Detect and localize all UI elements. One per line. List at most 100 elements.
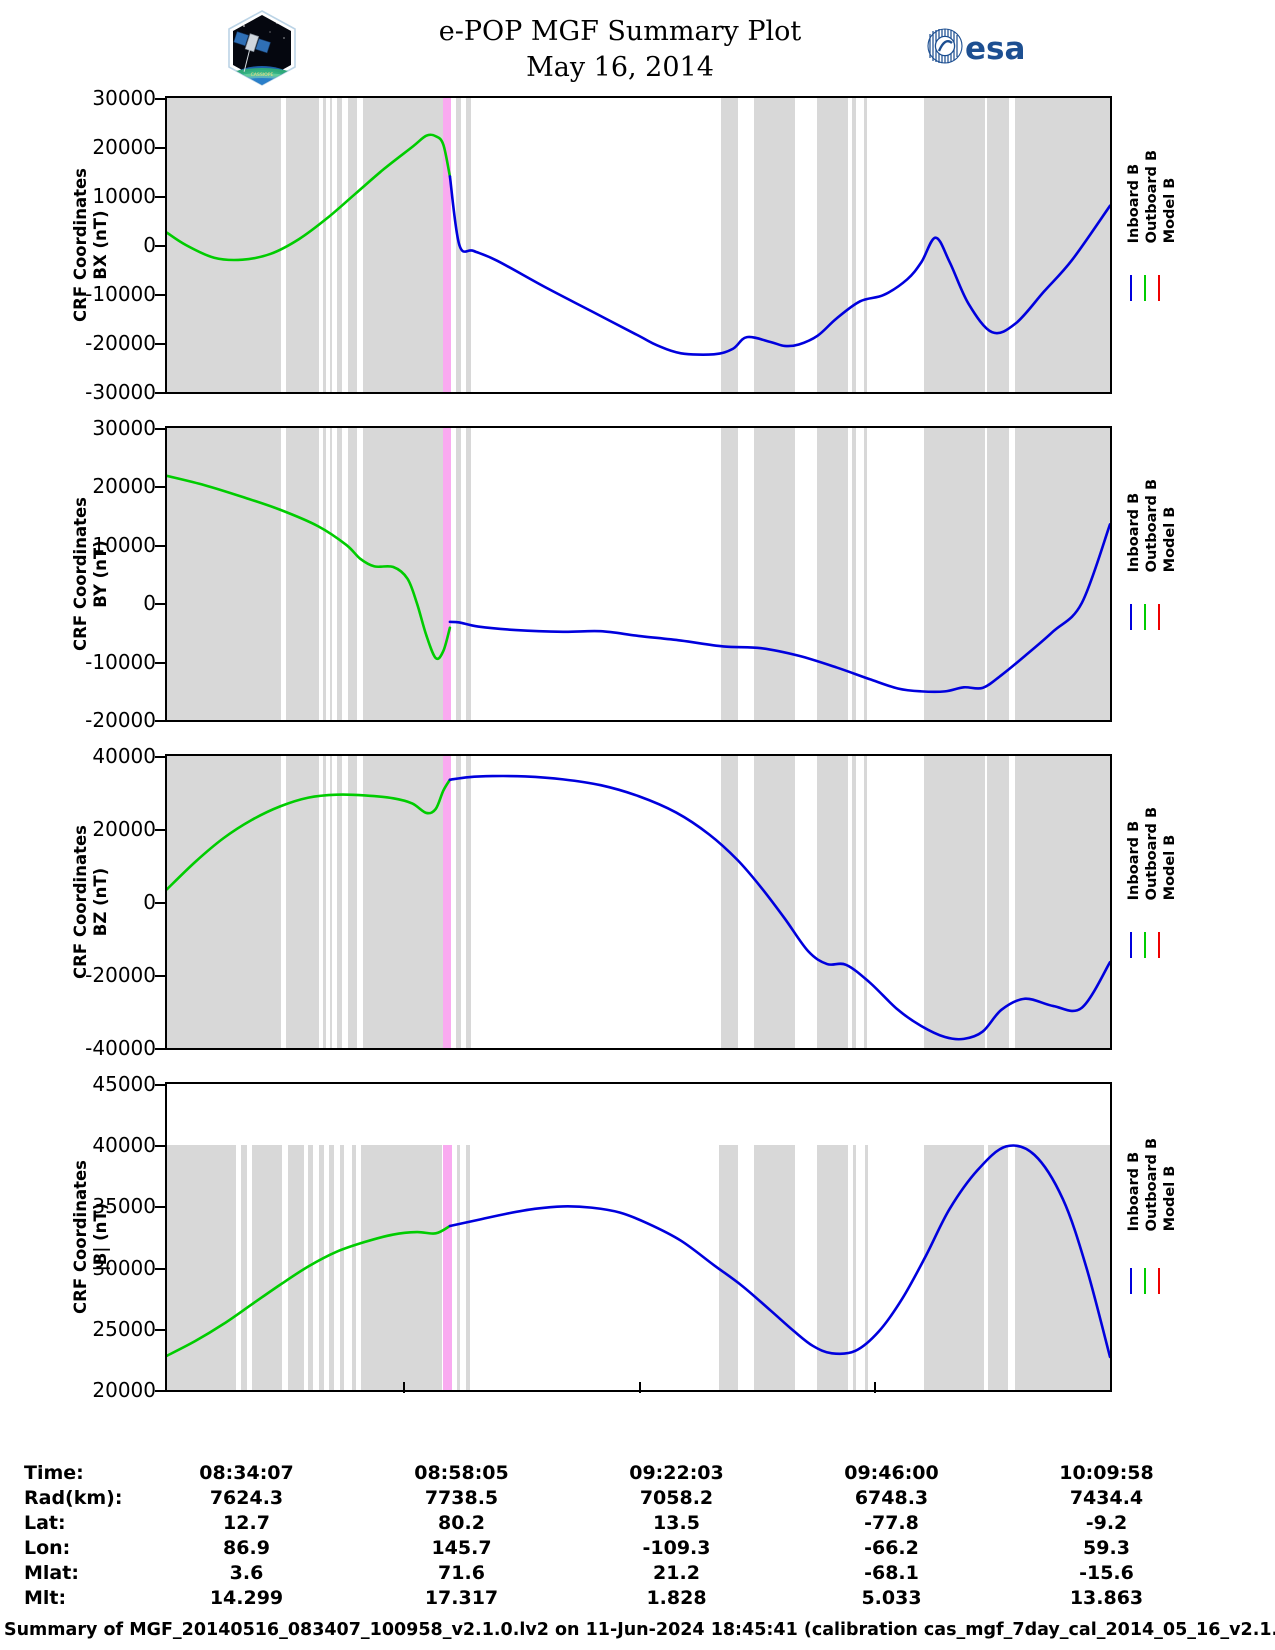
- esa-logo-icon: esa: [925, 24, 1045, 68]
- y-tick-mark: [155, 147, 165, 149]
- y-tick-label: 45000: [92, 1072, 156, 1096]
- shaded-band: [336, 756, 343, 1048]
- shaded-band: [465, 1145, 470, 1390]
- y-tick-label: 30000: [92, 416, 156, 440]
- y-tick-label: -30000: [85, 380, 156, 404]
- y-tick-label: -10000: [85, 649, 156, 674]
- row-value: -15.6: [1079, 1561, 1134, 1584]
- shaded-band: [720, 756, 738, 1048]
- legend-swatch-1: [1144, 603, 1146, 630]
- legend-swatch-0: [1130, 1267, 1132, 1294]
- legend-swatch-1: [1144, 931, 1146, 958]
- row-value: 145.7: [431, 1536, 492, 1559]
- shaded-band: [987, 756, 1010, 1048]
- y-tick-label: 25000: [92, 1316, 156, 1341]
- shaded-band: [363, 756, 444, 1048]
- row-value: -68.1: [864, 1561, 919, 1584]
- row-value: 6748.3: [854, 1486, 929, 1509]
- shaded-band: [863, 428, 867, 720]
- shaded-band: [323, 756, 326, 1048]
- shaded-band: [924, 98, 985, 392]
- y-tick-label: -40000: [85, 1036, 156, 1060]
- shaded-band: [924, 756, 985, 1048]
- y-tick-mark: [155, 343, 165, 345]
- plot-panel-3: 40000 20000 0 -20000 -40000 CRF Coordinates B…: [71, 744, 1178, 1060]
- row-value: 09:22:03: [629, 1461, 724, 1484]
- shaded-band: [287, 1145, 304, 1390]
- y-tick-mark: [155, 1145, 165, 1148]
- shaded-band: [361, 1145, 443, 1390]
- legend-label-2: Model B: [1162, 1165, 1178, 1232]
- shaded-band: [816, 756, 848, 1048]
- shaded-band: [348, 98, 358, 392]
- event-band: [443, 98, 451, 392]
- y-tick-label: 0: [143, 233, 156, 257]
- y-tick-mark: [155, 661, 165, 664]
- shaded-band: [348, 428, 358, 720]
- table-row: Lat: 12.7 80.2 13.5 -77.8 -9.2: [24, 1510, 1214, 1535]
- shaded-band: [1014, 98, 1110, 392]
- row-value: 80.2: [438, 1511, 485, 1534]
- shaded-band: [465, 98, 471, 392]
- shaded-band: [336, 428, 343, 720]
- row-value: -66.2: [864, 1536, 919, 1559]
- legend-label-1: Outboard B: [1144, 1137, 1160, 1232]
- y-tick-label: 20000: [92, 1378, 156, 1402]
- table-row: Time: 08:34:07 08:58:05 09:22:03 09:46:00 10:…: [24, 1460, 1214, 1485]
- row-value: 21.2: [653, 1561, 700, 1584]
- y-axis-title: CRF Coordinates BX (nT): [71, 168, 110, 322]
- row-value: 7058.2: [639, 1486, 714, 1509]
- row-value: 5.033: [861, 1586, 922, 1609]
- event-band: [443, 756, 451, 1048]
- legend-swatch-2: [1158, 1267, 1160, 1294]
- row-value: 59.3: [1083, 1536, 1130, 1559]
- legend-swatch-2: [1158, 931, 1160, 958]
- y-tick-mark: [155, 428, 165, 430]
- legend-label-1: Outboard B: [1144, 479, 1160, 573]
- y-tick-label: 35000: [92, 1194, 156, 1219]
- shaded-band: [753, 428, 796, 720]
- y-tick-mark: [155, 720, 165, 722]
- shaded-band: [987, 98, 1010, 392]
- row-label: Lon:: [24, 1536, 71, 1559]
- y-axis-title: CRF Coordinates |B| (nT): [71, 1160, 110, 1314]
- shaded-band: [924, 428, 985, 720]
- shaded-band: [329, 98, 333, 392]
- y-tick-label: 30000: [92, 86, 156, 110]
- shaded-band: [323, 428, 326, 720]
- legend-label-2: Model B: [1162, 177, 1178, 243]
- shaded-band: [753, 1145, 796, 1390]
- shaded-band: [863, 756, 867, 1048]
- y-tick-label: -20000: [85, 963, 156, 987]
- table-row: Mlt: 14.299 17.317 1.828 5.033 13.863: [24, 1585, 1214, 1610]
- y-tick-label: 10000: [92, 532, 156, 557]
- footer-summary-text: Summary of MGF_20140516_083407_100958_v2…: [4, 1620, 1275, 1640]
- y-tick-mark: [155, 1390, 165, 1392]
- shaded-band: [816, 98, 848, 392]
- shaded-band: [1014, 1145, 1110, 1390]
- y-tick-label: 30000: [92, 1255, 156, 1280]
- y-tick-mark: [155, 392, 165, 394]
- y-tick-label: 10000: [92, 184, 156, 208]
- plot-area: [165, 96, 1112, 394]
- series-line-inboard-b: [448, 523, 1110, 694]
- shaded-band: [285, 756, 319, 1048]
- row-value: 1.828: [646, 1586, 707, 1609]
- series-line-inboard-b: [448, 1144, 1110, 1359]
- y-tick-mark: [155, 1084, 165, 1086]
- y-tick-mark: [155, 1328, 165, 1331]
- legend-swatch-1: [1144, 274, 1146, 301]
- page-header: CASSIOPE e-POP MGF Summary Plot May 16, …: [0, 0, 1275, 92]
- row-value: 14.299: [209, 1586, 284, 1609]
- y-tick-mark: [155, 756, 165, 758]
- shaded-band: [348, 756, 358, 1048]
- shaded-band: [167, 428, 282, 720]
- row-value: 13.863: [1069, 1586, 1144, 1609]
- esa-wordmark: esa: [965, 31, 1025, 67]
- shaded-band: [455, 756, 462, 1048]
- legend-swatch-2: [1158, 274, 1160, 301]
- y-tick-mark: [155, 1048, 165, 1050]
- row-value: 12.7: [223, 1511, 270, 1534]
- shaded-band: [863, 98, 867, 392]
- table: Time: 08:34:07 08:58:05 09:22:03 09:46:00 10:…: [24, 1460, 1214, 1610]
